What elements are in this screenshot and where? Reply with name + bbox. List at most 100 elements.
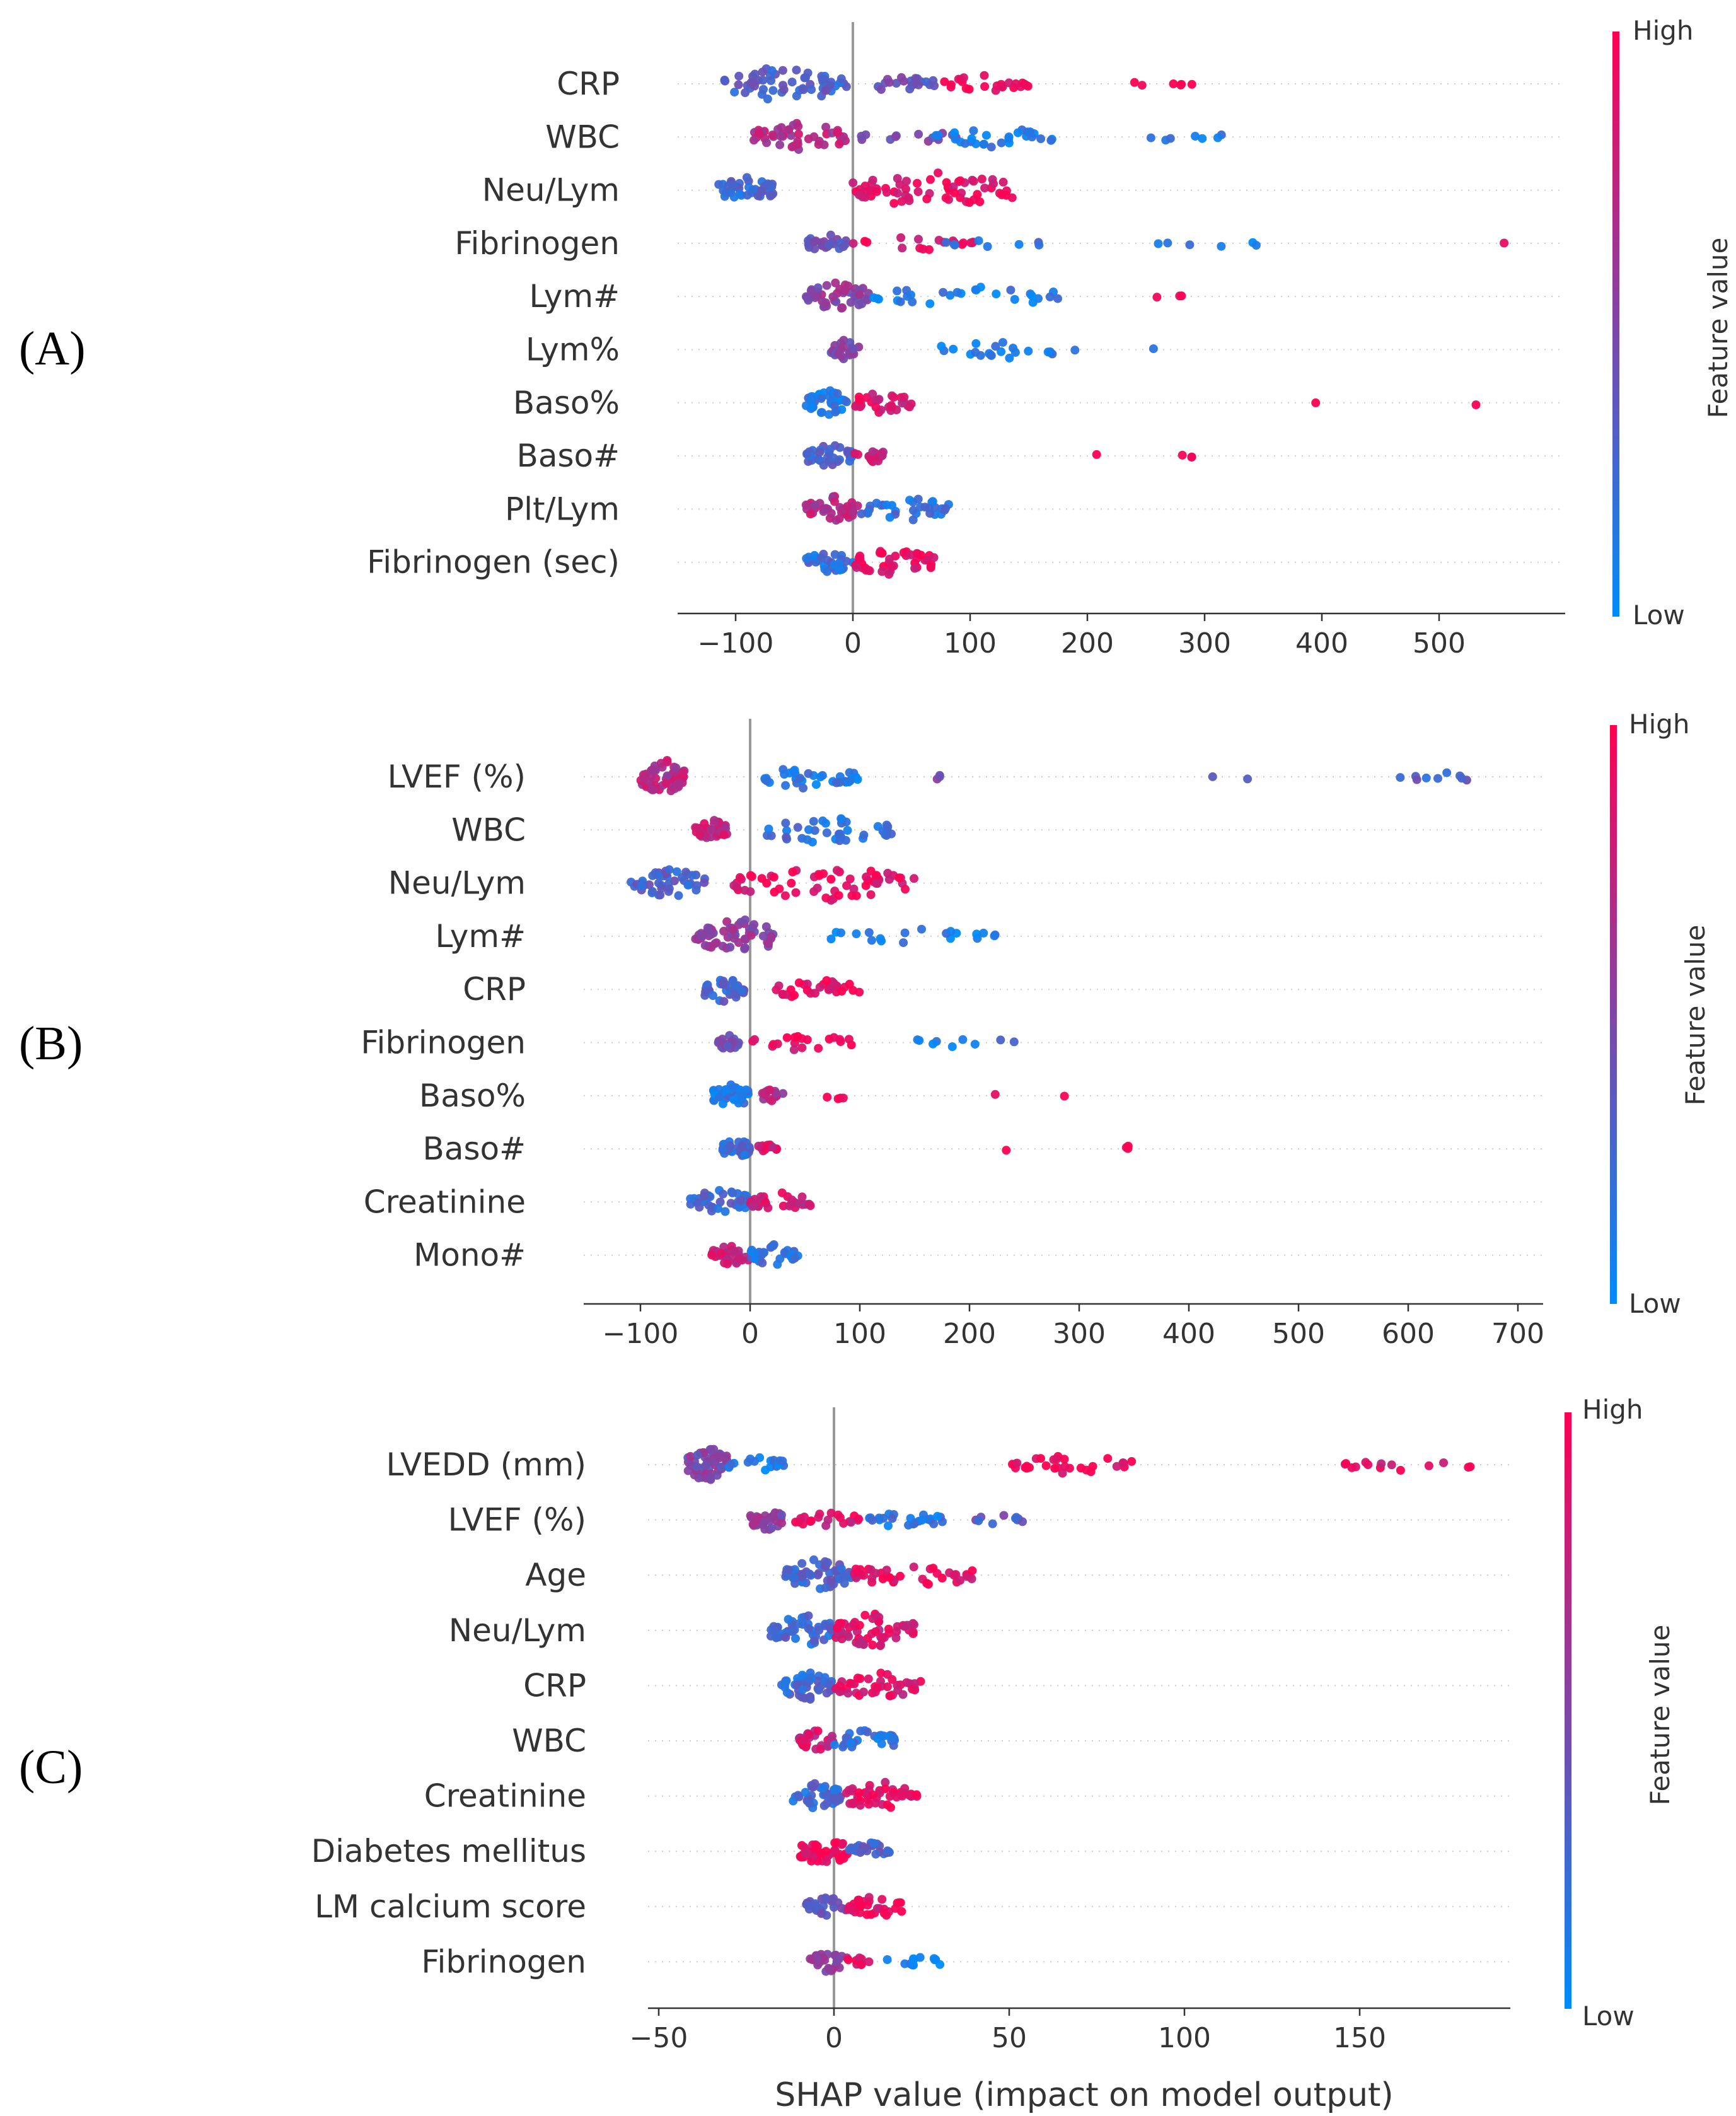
shap-point — [843, 1905, 853, 1914]
shap-point — [749, 920, 759, 929]
shap-point — [872, 879, 881, 888]
shap-point — [804, 296, 813, 305]
shap-point — [720, 1207, 730, 1216]
shap-point — [761, 922, 771, 931]
shap-point — [799, 783, 808, 793]
shap-point — [932, 1569, 942, 1578]
shap-point — [1187, 453, 1196, 462]
shap-point — [769, 873, 778, 882]
shap-point — [866, 890, 876, 899]
shap-point — [798, 1685, 807, 1694]
feature-label: Lym# — [529, 278, 620, 315]
shap-point — [950, 240, 959, 250]
x-tick-label: −100 — [698, 627, 774, 660]
shap-point — [686, 1451, 695, 1461]
shap-point — [896, 233, 906, 242]
shap-point — [637, 881, 646, 891]
shap-point — [868, 1614, 877, 1624]
shap-point — [803, 68, 813, 78]
shap-point — [935, 1960, 945, 1969]
shap-point — [811, 293, 820, 303]
feature-label: LVEF (%) — [388, 759, 526, 795]
shap-point — [806, 1695, 815, 1704]
shap-point — [816, 553, 826, 562]
shap-point — [1363, 1460, 1373, 1470]
shap-point — [730, 1247, 739, 1256]
shap-point — [732, 883, 741, 892]
shap-point — [925, 299, 935, 308]
shap-point — [882, 1566, 891, 1575]
shap-point — [782, 1033, 792, 1042]
shap-point — [729, 934, 739, 943]
shap-point — [830, 497, 839, 506]
shap-point — [1014, 240, 1024, 249]
shap-point — [843, 448, 852, 457]
shap-point — [821, 298, 830, 308]
feature-label: Creatinine — [364, 1183, 526, 1220]
shap-point — [833, 128, 842, 137]
shap-point — [910, 874, 918, 883]
feature-label: LM calcium score — [315, 1888, 586, 1925]
shap-point — [832, 866, 842, 875]
shap-point — [997, 190, 1007, 199]
shap-point — [863, 509, 872, 518]
shap-point — [850, 1618, 860, 1627]
shap-point — [648, 887, 657, 896]
shap-point — [970, 1040, 980, 1049]
shap-point — [834, 891, 843, 900]
shap-point — [1012, 1513, 1021, 1522]
shap-point — [822, 976, 831, 985]
shap-point — [790, 1565, 799, 1574]
shap-point — [1243, 774, 1253, 784]
shap-point — [940, 77, 949, 86]
shap-point — [882, 188, 891, 197]
shap-point — [740, 944, 749, 953]
shap-point — [717, 1035, 727, 1043]
shap-point — [908, 297, 917, 306]
shap-point — [901, 184, 910, 194]
shap-point — [671, 763, 681, 772]
shap-point — [1018, 1517, 1027, 1526]
shap-point — [871, 1627, 880, 1636]
shap-point — [807, 85, 816, 95]
shap-point — [882, 1682, 892, 1692]
shap-point — [909, 1954, 918, 1963]
shap-point — [791, 888, 801, 897]
shap-point — [854, 1895, 863, 1905]
shap-point — [922, 194, 932, 204]
shap-point — [754, 1141, 763, 1151]
shap-point — [957, 189, 966, 198]
shap-point — [743, 1458, 753, 1467]
shap-point — [1217, 241, 1226, 251]
shap-point — [990, 931, 999, 941]
shap-point — [831, 407, 840, 417]
colorbar-gradient — [1612, 32, 1619, 617]
shap-point — [825, 445, 835, 454]
shap-point — [661, 779, 671, 788]
shap-point — [718, 1099, 727, 1108]
shap-point — [885, 513, 894, 522]
shap-point — [771, 1632, 780, 1642]
shap-point — [726, 1080, 736, 1090]
shap-point — [1028, 298, 1038, 307]
shap-point — [779, 85, 789, 95]
shap-point — [818, 75, 827, 84]
colorbar-low-label: Low — [1633, 600, 1685, 631]
shap-point — [764, 824, 773, 834]
shap-point — [719, 997, 729, 1006]
shap-point — [981, 131, 991, 140]
shap-point — [781, 781, 790, 790]
shap-point — [700, 941, 710, 950]
shap-point — [1347, 1463, 1357, 1472]
shap-point — [1092, 450, 1101, 459]
shap-point — [796, 774, 805, 783]
shap-point — [752, 1516, 761, 1525]
x-tick-label: −100 — [603, 1318, 679, 1350]
shap-point — [818, 1784, 828, 1793]
shap-point — [815, 982, 825, 992]
shap-point — [778, 1456, 787, 1466]
shap-point — [787, 1627, 797, 1636]
shap-point — [688, 871, 697, 880]
shap-point — [777, 1510, 786, 1520]
shap-point — [862, 1910, 872, 1919]
